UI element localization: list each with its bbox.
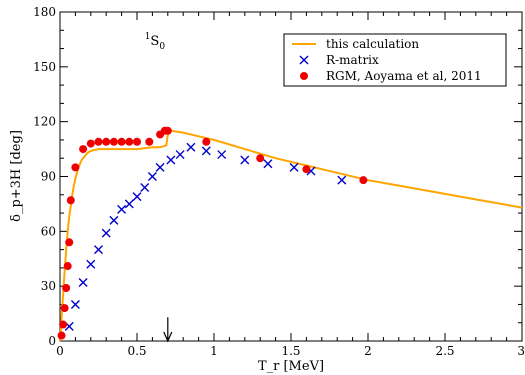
y-tick-label: 180 [33, 5, 56, 19]
threshold-arrow [163, 317, 173, 343]
x-tick-label: 2.5 [435, 344, 454, 358]
r-matrix-point [186, 142, 196, 152]
legend-label-this-calculation: this calculation [326, 37, 419, 51]
y-tick-label: 0 [48, 334, 56, 348]
rgm-point [62, 283, 71, 292]
x-tick-label: 0.5 [127, 344, 146, 358]
annotation-sup: 1 [145, 32, 151, 42]
rgm-point [302, 165, 311, 174]
legend-label-r-matrix: R-matrix [326, 53, 379, 67]
r-matrix-point [78, 278, 88, 288]
r-matrix-point [101, 228, 111, 238]
r-matrix-point [94, 245, 103, 255]
r-matrix-point [117, 204, 127, 214]
rgm-point [117, 137, 126, 146]
annotation-base: S [150, 34, 159, 49]
x-axis-title-text: T_r [MeV] [258, 359, 324, 374]
r-matrix-point [155, 162, 165, 172]
rgm-point [57, 331, 66, 340]
y-tick-labels: 0 30 60 90 120 150 180 [33, 5, 56, 348]
axis-ticks [59, 11, 523, 342]
rgm-point [79, 145, 88, 154]
legend-box [283, 33, 507, 87]
legend-circle-marker [300, 72, 308, 80]
rgm-point [125, 137, 134, 146]
r-matrix-point [240, 155, 250, 165]
rgm-point [109, 137, 118, 146]
rgm-point [71, 163, 80, 172]
y-tick-label: 30 [41, 279, 56, 293]
x-axis-title: T_r [MeV] [258, 359, 324, 374]
r-matrix-point [289, 162, 299, 172]
legend-label-rgm: RGM, Aoyama et al, 2011 [326, 69, 482, 83]
r-matrix-point [217, 150, 227, 160]
rgm-point [66, 196, 75, 205]
series-layer [57, 126, 523, 342]
arrow-head [163, 331, 173, 343]
r-matrix-point [132, 192, 142, 202]
r-matrix-point [109, 215, 119, 225]
rgm-point [359, 176, 368, 185]
x-tick-labels: 0 0.5 1 1.5 2 2.5 3 [56, 344, 525, 358]
r-matrix-point [337, 175, 347, 185]
x-tick-label: 0 [56, 344, 64, 358]
r-matrix-point [166, 155, 176, 165]
r-matrix-point [124, 199, 134, 209]
y-tick-label: 120 [33, 115, 56, 129]
state-annotation: 1S0 [145, 32, 166, 52]
rgm-point [133, 137, 141, 146]
x-tick-label: 3 [517, 344, 525, 358]
rgm-point [86, 139, 95, 148]
rgm-point [256, 154, 265, 163]
legend: this calculation R-matrix RGM, Aoyama et… [283, 33, 507, 87]
r-matrix-point [201, 146, 211, 156]
r-matrix-point [86, 259, 96, 269]
legend-x-marker [299, 55, 309, 65]
r-matrix-point [263, 159, 273, 169]
rgm-point [102, 137, 111, 146]
y-axis-title: δ_p+3H [deg] [9, 130, 24, 222]
rgm-point [63, 262, 72, 271]
rgm-point [65, 238, 74, 247]
x-tick-label: 2 [364, 344, 372, 358]
x-tick-label: 1 [210, 344, 218, 358]
rgm-point [60, 304, 69, 313]
rgm-point [202, 137, 211, 146]
x-tick-label: 1.5 [281, 344, 300, 358]
rgm-point [59, 320, 68, 329]
r-matrix-point [140, 182, 150, 192]
y-tick-label: 150 [33, 60, 56, 74]
rgm-point [94, 137, 103, 146]
series-line-this-calculation [59, 129, 523, 342]
annotation-sub: 0 [159, 42, 165, 52]
r-matrix-point [147, 172, 157, 181]
r-matrix-point [175, 150, 185, 160]
rgm-point [145, 137, 154, 146]
y-tick-label: 60 [41, 224, 56, 238]
y-axis-title-text: δ_p+3H [deg] [9, 130, 24, 222]
r-matrix-point [70, 299, 80, 309]
rgm-point [163, 126, 172, 135]
y-tick-label: 90 [41, 170, 56, 184]
